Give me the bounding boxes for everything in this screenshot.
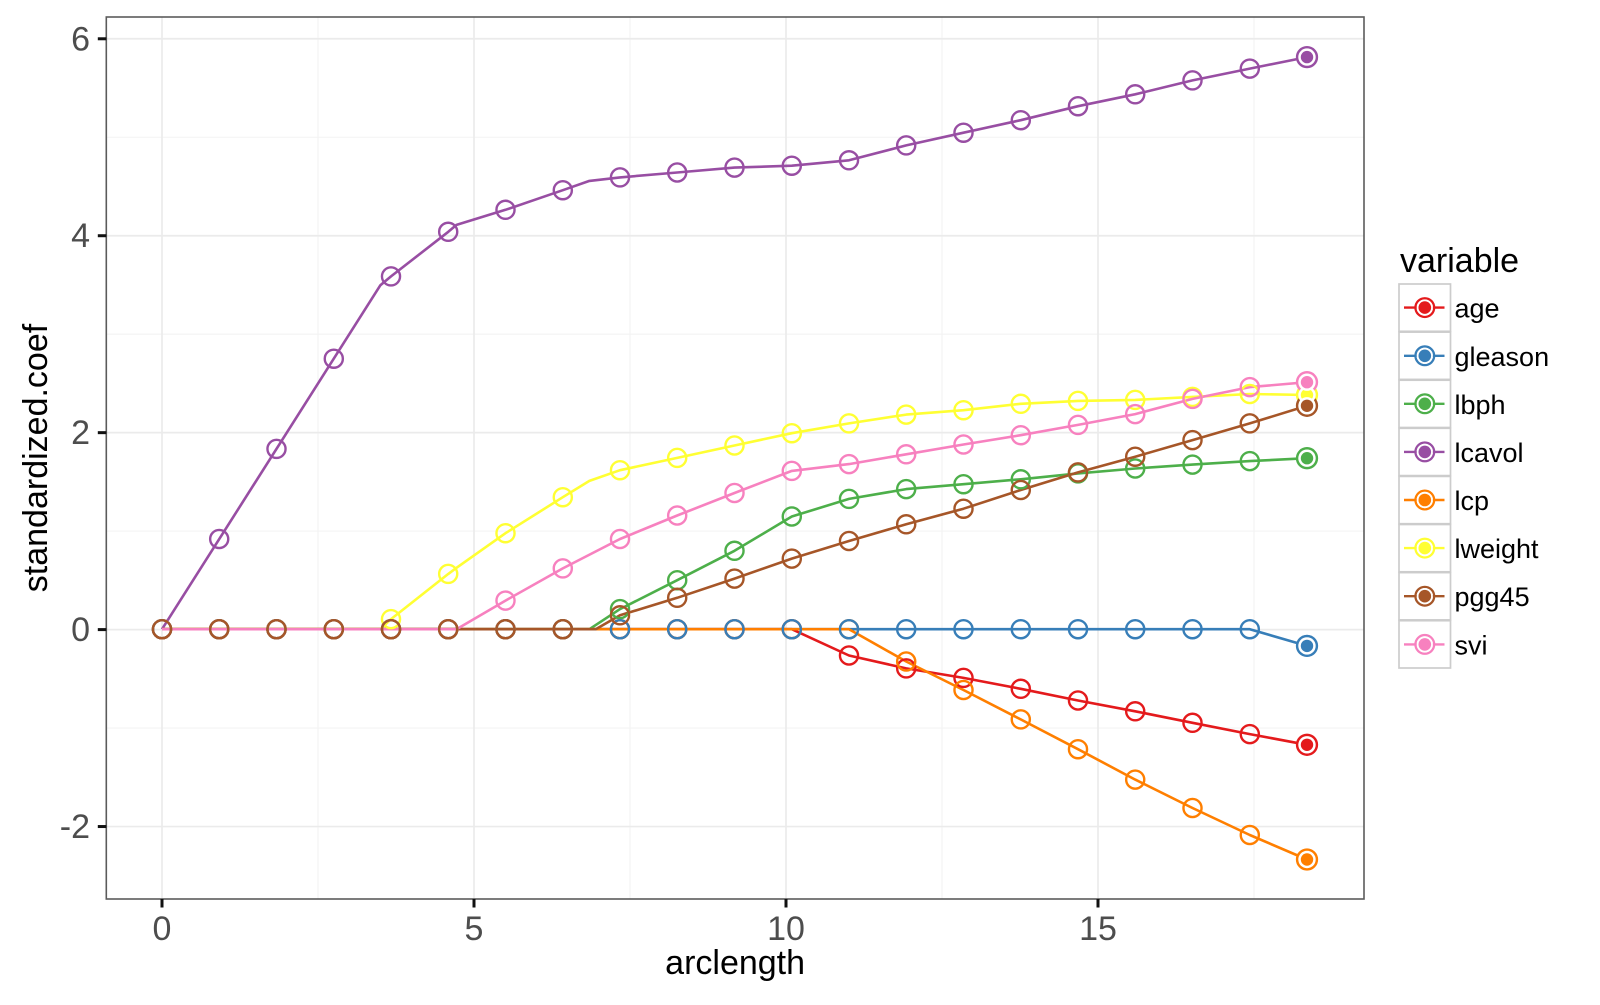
svg-text:variable: variable xyxy=(1400,242,1519,280)
svg-text:0: 0 xyxy=(71,611,90,649)
svg-text:lcavol: lcavol xyxy=(1455,438,1524,468)
svg-text:15: 15 xyxy=(1079,910,1117,948)
svg-text:4: 4 xyxy=(71,217,90,255)
svg-text:lbph: lbph xyxy=(1455,390,1506,420)
svg-text:6: 6 xyxy=(71,20,90,58)
svg-text:lweight: lweight xyxy=(1455,534,1540,564)
svg-text:10: 10 xyxy=(767,910,805,948)
svg-text:standardized.coef: standardized.coef xyxy=(17,323,55,592)
svg-text:2: 2 xyxy=(71,414,90,452)
svg-text:lcp: lcp xyxy=(1455,486,1490,516)
svg-text:pgg45: pgg45 xyxy=(1455,582,1530,612)
svg-text:svi: svi xyxy=(1455,630,1488,660)
svg-text:5: 5 xyxy=(465,910,484,948)
svg-text:gleason: gleason xyxy=(1455,342,1550,372)
svg-text:0: 0 xyxy=(153,910,172,948)
svg-text:arclength: arclength xyxy=(665,944,805,982)
svg-text:-2: -2 xyxy=(60,808,90,846)
svg-text:age: age xyxy=(1455,294,1500,324)
